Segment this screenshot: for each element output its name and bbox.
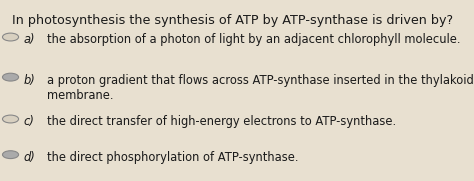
Text: a proton gradient that flows across ATP-synthase inserted in the thylakoid
membr: a proton gradient that flows across ATP-…: [47, 73, 474, 102]
Circle shape: [2, 73, 18, 81]
Circle shape: [2, 151, 18, 159]
Text: the absorption of a photon of light by an adjacent chlorophyll molecule.: the absorption of a photon of light by a…: [47, 33, 461, 47]
Text: the direct transfer of high-energy electrons to ATP-synthase.: the direct transfer of high-energy elect…: [47, 115, 396, 129]
Text: d): d): [23, 151, 35, 164]
Text: b): b): [23, 73, 35, 87]
Text: the direct phosphorylation of ATP-synthase.: the direct phosphorylation of ATP-syntha…: [47, 151, 299, 164]
Circle shape: [2, 33, 18, 41]
Text: c): c): [23, 115, 34, 129]
Text: a): a): [23, 33, 35, 47]
Text: In photosynthesis the synthesis of ATP by ATP-synthase is driven by?: In photosynthesis the synthesis of ATP b…: [12, 14, 454, 27]
Circle shape: [2, 115, 18, 123]
